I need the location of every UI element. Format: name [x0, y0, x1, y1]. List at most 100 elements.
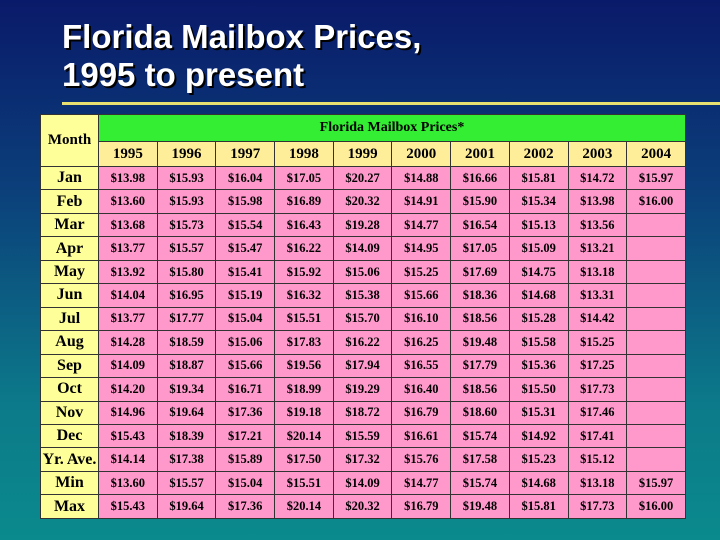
price-cell: $17.36	[215, 400, 276, 425]
price-cell: $15.66	[215, 353, 276, 379]
price-cell: $19.28	[332, 212, 393, 238]
price-cell: $15.31	[508, 400, 569, 425]
price-cell: $13.60	[98, 189, 158, 214]
price-cell: $14.95	[391, 236, 452, 261]
price-cell: $20.32	[332, 494, 393, 519]
table-row: Jan $13.98 $15.93 $16.04 $17.05 $20.27 $14.88 $…	[40, 165, 686, 191]
empty-cell	[626, 423, 686, 449]
price-cell: $15.93	[156, 165, 217, 191]
price-cell: $16.71	[215, 377, 276, 402]
price-cell: $15.80	[156, 259, 217, 285]
price-cell: $15.50	[508, 377, 569, 402]
row-label: Dec	[40, 423, 99, 449]
price-cell: $16.61	[391, 423, 452, 449]
table-row: Oct $14.20 $19.34 $16.71 $18.99 $19.29 $16.40 $…	[40, 377, 686, 402]
price-cell: $16.55	[391, 353, 452, 379]
price-cell: $17.36	[215, 494, 276, 519]
row-label: Nov	[40, 400, 99, 425]
price-cell: $15.76	[391, 447, 452, 472]
price-cell: $15.38	[332, 283, 393, 308]
price-cell: $16.22	[274, 236, 334, 261]
year-header: 2000	[391, 141, 452, 167]
price-cell: $15.34	[508, 189, 569, 214]
price-cell: $13.77	[98, 236, 158, 261]
price-cell: $15.04	[215, 470, 276, 496]
table-row: Aug $14.28 $18.59 $15.06 $17.83 $16.22 $16.25 $…	[40, 330, 686, 355]
empty-cell	[626, 353, 686, 379]
row-label: Apr	[40, 236, 99, 261]
table-head: Month Florida Mailbox Prices* 1995 1996 19…	[40, 114, 686, 167]
price-cell: $16.79	[391, 494, 452, 519]
empty-cell	[626, 400, 686, 425]
price-cell: $14.14	[98, 447, 158, 472]
table-row: Max $15.43 $19.64 $17.36 $20.14 $20.32 $16.79 $…	[40, 494, 686, 519]
price-cell: $16.22	[332, 330, 393, 355]
price-cell: $13.18	[567, 259, 628, 285]
table-row: Dec $15.43 $18.39 $17.21 $20.14 $15.59 $16.61 $…	[40, 423, 686, 449]
table-row: Feb $13.60 $15.93 $15.98 $16.89 $20.32 $14.91 $…	[40, 189, 686, 214]
row-label: Yr. Ave.	[40, 447, 99, 472]
year-header: 2003	[567, 141, 628, 167]
price-cell: $20.14	[274, 423, 334, 449]
table-row: Yr. Ave. $14.14 $17.38 $15.89 $17.50 $17.32 $1…	[40, 447, 686, 472]
price-cell: $17.50	[274, 447, 334, 472]
price-cell: $15.43	[98, 494, 158, 519]
price-cell: $15.25	[391, 259, 452, 285]
price-cell: $13.21	[567, 236, 628, 261]
price-cell: $17.32	[332, 447, 393, 472]
price-cell: $14.68	[508, 283, 569, 308]
price-cell: $15.98	[215, 189, 276, 214]
price-cell: $17.79	[450, 353, 510, 379]
price-cell: $15.89	[215, 447, 276, 472]
price-cell: $15.47	[215, 236, 276, 261]
price-cell: $17.94	[332, 353, 393, 379]
price-cell: $15.25	[567, 330, 628, 355]
price-cell: $14.09	[332, 470, 393, 496]
price-cell: $15.51	[274, 306, 334, 332]
price-cell: $15.54	[215, 212, 276, 238]
price-cell: $13.56	[567, 212, 628, 238]
price-cell: $14.75	[508, 259, 569, 285]
price-cell: $18.72	[332, 400, 393, 425]
price-cell: $17.83	[274, 330, 334, 355]
price-cell: $16.95	[156, 283, 217, 308]
price-cell: $14.72	[567, 165, 628, 191]
price-cell: $14.77	[391, 470, 452, 496]
price-cell: $15.58	[508, 330, 569, 355]
price-cell: $14.09	[332, 236, 393, 261]
price-cell: $15.36	[508, 353, 569, 379]
price-cell: $16.89	[274, 189, 334, 214]
price-cell: $18.36	[450, 283, 510, 308]
price-cell: $13.18	[567, 470, 628, 496]
price-cell: $16.04	[215, 165, 276, 191]
price-cell: $15.81	[508, 494, 569, 519]
price-cell: $17.05	[274, 165, 334, 191]
price-cell: $15.92	[274, 259, 334, 285]
table-row: Mar $13.68 $15.73 $15.54 $16.43 $19.28 $14.77 $…	[40, 212, 686, 238]
price-cell: $15.81	[508, 165, 569, 191]
empty-cell	[626, 236, 686, 261]
price-cell: $17.38	[156, 447, 217, 472]
price-cell: $16.10	[391, 306, 452, 332]
price-cell: $13.98	[98, 165, 158, 191]
price-cell: $14.42	[567, 306, 628, 332]
price-cell: $13.92	[98, 259, 158, 285]
price-cell: $15.06	[332, 259, 393, 285]
price-cell: $15.57	[156, 236, 217, 261]
price-cell: $15.12	[567, 447, 628, 472]
row-label: Min	[40, 470, 99, 496]
year-header: 1996	[156, 141, 217, 167]
table-row: Min $13.60 $15.57 $15.04 $15.51 $14.09 $14.77 $…	[40, 470, 686, 496]
price-cell: $18.56	[450, 306, 510, 332]
row-label: Mar	[40, 212, 99, 238]
price-cell: $20.27	[332, 165, 393, 191]
price-cell: $16.66	[450, 165, 510, 191]
price-cell: $19.48	[450, 330, 510, 355]
row-label: Feb	[40, 189, 99, 214]
price-cell: $20.14	[274, 494, 334, 519]
price-cell: $19.48	[450, 494, 510, 519]
price-cell: $19.34	[156, 377, 217, 402]
price-cell: $17.25	[567, 353, 628, 379]
corner-header: Month	[40, 114, 99, 167]
price-cell: $14.68	[508, 470, 569, 496]
